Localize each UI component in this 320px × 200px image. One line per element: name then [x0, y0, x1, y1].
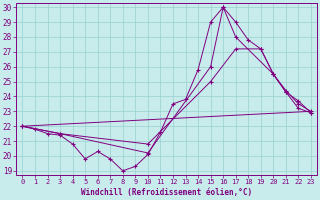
- X-axis label: Windchill (Refroidissement éolien,°C): Windchill (Refroidissement éolien,°C): [81, 188, 252, 197]
